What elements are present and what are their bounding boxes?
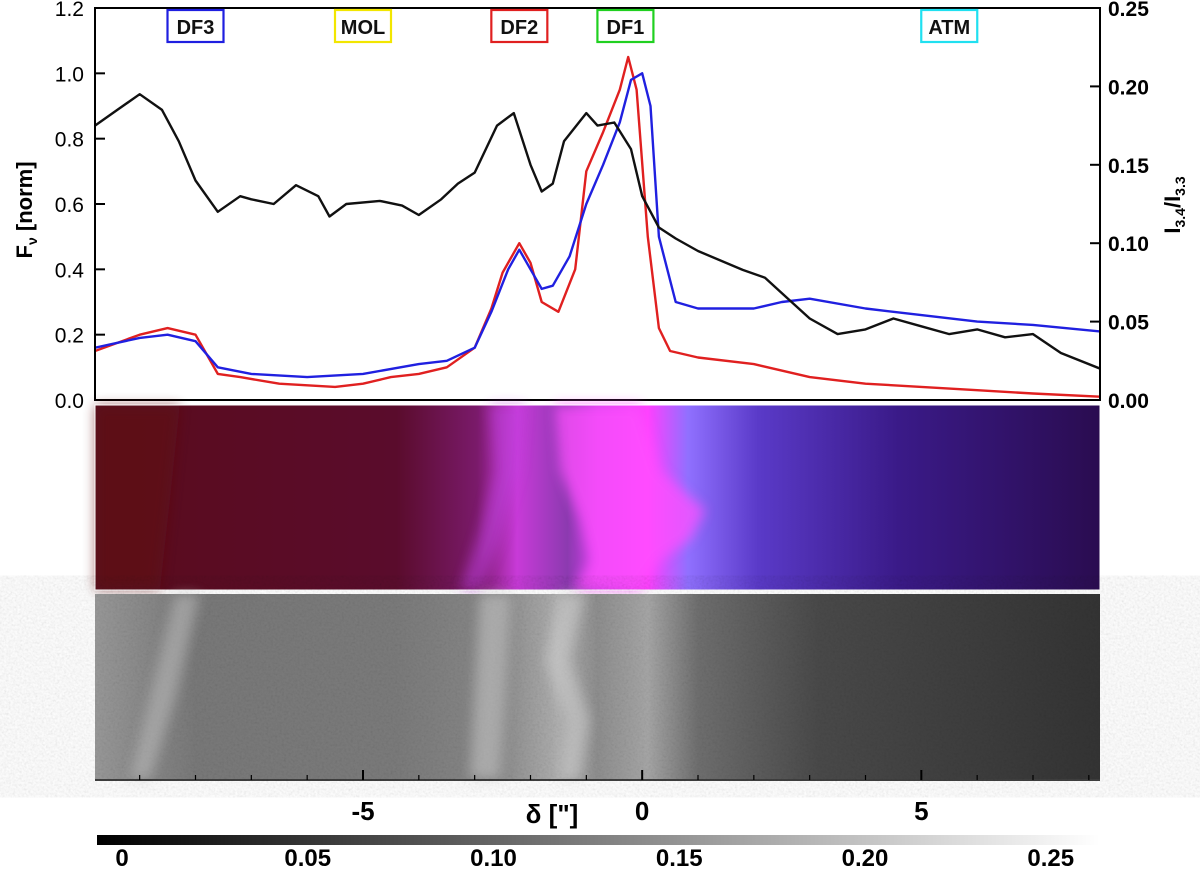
left-axis: 0.0 0.2 0.4 0.6 0.8 1.0 1.2 — [55, 0, 105, 413]
region-label-df3: DF3 — [166, 8, 225, 44]
right-tick-label: 0.25 — [1108, 0, 1149, 21]
region-label-box — [333, 8, 393, 44]
colorbar-tick-label: 0.10 — [470, 845, 517, 869]
color-map-frame — [94, 404, 1101, 591]
color-map-features — [95, 405, 705, 590]
region-label-df2: DF2 — [490, 8, 549, 44]
region-label-box — [166, 8, 225, 44]
colorbar-tick-label: 0.25 — [1027, 845, 1074, 869]
gray-map-noise — [95, 594, 1100, 779]
right-tick-label: 0.10 — [1108, 233, 1149, 256]
region-label-text: ATM — [928, 17, 970, 39]
series-line-0 — [95, 55, 1100, 398]
color-map-panel — [94, 404, 1101, 591]
x-tick-label: 5 — [914, 796, 928, 826]
region-label-text: DF2 — [500, 17, 538, 39]
series-line-2 — [95, 92, 1100, 370]
plot-area — [95, 8, 1100, 400]
colorbar-tick-label: 0.05 — [284, 845, 331, 869]
right-axis-label: I3.4/I3.3 — [1160, 176, 1188, 234]
right-tick-label: 0.00 — [1108, 390, 1149, 413]
colorbar: 0 0.05 0.10 0.15 0.20 0.25 — [97, 835, 1100, 869]
region-label-mol: MOL — [333, 8, 393, 44]
left-tick-label: 0.0 — [55, 390, 84, 413]
region-label-text: DF1 — [607, 17, 645, 39]
gray-map-panel — [95, 594, 1100, 779]
x-axis: -5 0 5 — [95, 770, 1100, 826]
right-tick-label: 0.20 — [1108, 76, 1149, 99]
colorbar-tick-label: 0.20 — [842, 845, 889, 869]
region-label-atm: ATM — [920, 8, 979, 44]
left-tick-label: 0.4 — [55, 259, 85, 282]
left-tick-label: 0.2 — [55, 325, 84, 348]
colorbar-ticks: 0 0.05 0.10 0.15 0.20 0.25 — [115, 845, 1074, 869]
left-tick-label: 1.2 — [55, 0, 84, 21]
region-label-box — [490, 8, 549, 44]
x-tick-label: 0 — [635, 796, 649, 826]
region-label-text: DF3 — [177, 17, 215, 39]
region-label-box — [920, 8, 979, 44]
left-tick-label: 0.6 — [55, 194, 84, 217]
right-tick-label: 0.05 — [1108, 312, 1149, 335]
region-label-box — [596, 8, 655, 44]
spectrum-panel: 0.00.20.40.60.81.01.2 0.000.050.100.150.… — [12, 0, 1188, 413]
left-tick-label: 1.0 — [55, 63, 84, 86]
gray-map-features — [130, 594, 590, 779]
colorbar-tick-label: 0 — [115, 845, 128, 869]
colorbar-tick-label: 0.15 — [656, 845, 703, 869]
right-tick-label: 0.15 — [1108, 155, 1149, 178]
x-axis-label: δ ["] — [526, 799, 579, 829]
series-lines — [95, 55, 1100, 398]
colorbar-gradient — [97, 835, 1100, 845]
right-axis: 0.00 0.05 0.10 0.15 0.20 0.25 — [1090, 0, 1149, 413]
x-tick-label: -5 — [351, 796, 374, 826]
region-label-df1: DF1 — [596, 8, 655, 44]
region-labels: DF3 MOL DF2 DF1 ATM — [166, 8, 979, 44]
left-axis-label: Fν [norm] — [12, 161, 40, 258]
region-label-text: MOL — [341, 17, 385, 39]
left-tick-label: 0.8 — [55, 129, 84, 152]
